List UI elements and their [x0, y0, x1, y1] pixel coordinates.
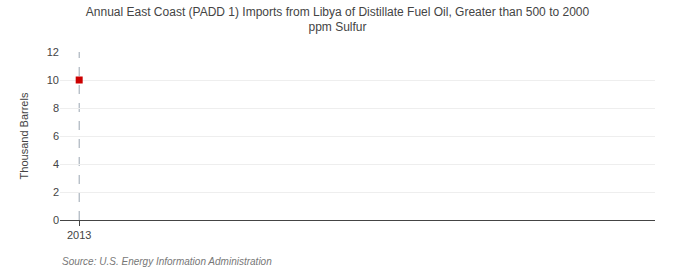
svg-text:10: 10	[47, 74, 59, 86]
svg-text:0: 0	[53, 214, 59, 226]
svg-text:4: 4	[53, 158, 59, 170]
svg-text:6: 6	[53, 130, 59, 142]
svg-text:Thousand Barrels: Thousand Barrels	[18, 92, 30, 179]
svg-text:8: 8	[53, 102, 59, 114]
svg-text:12: 12	[47, 46, 59, 58]
svg-text:Source: U.S. Energy Informatio: Source: U.S. Energy Information Administ…	[62, 256, 272, 267]
svg-text:2013: 2013	[67, 229, 91, 241]
svg-text:2: 2	[53, 186, 59, 198]
svg-text:Annual East Coast (PADD 1) Imp: Annual East Coast (PADD 1) Imports from …	[86, 5, 590, 35]
